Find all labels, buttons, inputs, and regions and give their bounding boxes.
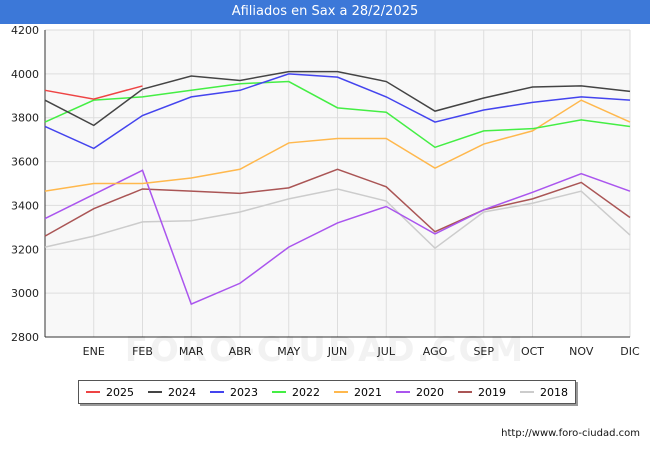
y-tick-label: 3400 [11,199,39,212]
legend-swatch [520,391,534,393]
series-line-2020 [44,169,631,306]
y-tick-label: 3600 [11,156,39,169]
series-line-2022 [44,80,631,149]
legend-item-2021: 2021 [334,386,382,399]
x-tick-label: NOV [569,345,594,358]
series-line-2019 [44,168,631,237]
legend-swatch [458,391,472,393]
x-tick-label: SEP [473,345,494,358]
legend-label: 2023 [230,385,258,399]
legend-label: 2018 [540,385,568,399]
x-tick-label: JUN [327,345,348,358]
x-tick-label: FEB [132,345,153,358]
y-tick-label: 3200 [11,243,39,256]
x-tick-label: ABR [229,345,252,358]
legend-label: 2021 [354,385,382,399]
x-tick-label: MAR [179,345,204,358]
legend-swatch [396,391,410,393]
series-line-2024 [44,70,631,127]
legend-label: 2022 [292,385,320,399]
x-tick-label: MAY [277,345,300,358]
legend-label: 2019 [478,385,506,399]
y-tick-label: 4000 [11,68,39,81]
y-tick-label: 2800 [11,331,39,344]
legend-item-2024: 2024 [148,386,196,399]
y-tick-label: 3800 [11,112,39,125]
series-line-2021 [44,99,631,192]
x-tick-label: ENE [83,345,105,358]
legend-swatch [148,391,162,393]
chart-legend: 2025 2024 2023 2022 2021 2020 2019 2018 [78,380,576,404]
x-tick-label: AGO [423,345,448,358]
source-url: http://www.foro-ciudad.com [501,428,640,439]
series-line-2025 [44,85,143,100]
legend-swatch [334,391,348,393]
legend-item-2023: 2023 [210,386,258,399]
legend-swatch [210,391,224,393]
legend-swatch [272,391,286,393]
legend-label: 2020 [416,385,444,399]
legend-label: 2024 [168,385,196,399]
legend-item-2019: 2019 [458,386,506,399]
legend-item-2020: 2020 [396,386,444,399]
y-tick-label: 4200 [11,24,39,37]
legend-item-2025: 2025 [86,386,134,399]
x-tick-label: OCT [521,345,544,358]
y-tick-label: 3000 [11,287,39,300]
legend-label: 2025 [106,385,134,399]
legend-item-2018: 2018 [520,386,568,399]
x-tick-label: DIC [620,345,640,358]
series-line-2018 [44,188,631,250]
legend-item-2022: 2022 [272,386,320,399]
series-line-2023 [44,73,631,150]
legend-swatch [86,391,100,393]
chart-title: Afiliados en Sax a 28/2/2025 [0,0,650,24]
x-tick-label: JUL [377,345,396,358]
